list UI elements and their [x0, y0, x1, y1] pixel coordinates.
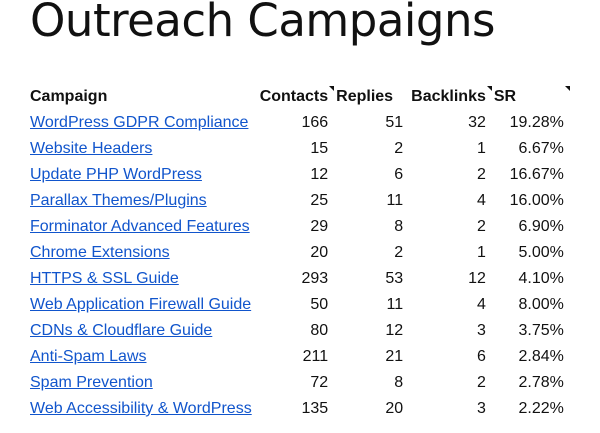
backlinks-cell: 12 — [468, 270, 486, 287]
campaign-link[interactable]: HTTPS & SSL Guide — [30, 270, 179, 287]
campaign-link[interactable]: CDNs & Cloudflare Guide — [30, 322, 213, 339]
campaign-cell: HTTPS & SSL Guide — [26, 266, 256, 292]
sr-cell: 16.67% — [509, 166, 564, 183]
backlinks-cell: 4 — [476, 192, 486, 209]
campaign-link[interactable]: Update PHP WordPress — [30, 166, 202, 183]
backlinks-cell: 4 — [476, 296, 486, 313]
sort-indicator-icon — [564, 86, 570, 91]
contacts-cell: 15 — [310, 140, 329, 157]
campaign-cell: Anti-Spam Laws — [26, 344, 256, 370]
table-row: WordPress GDPR Compliance 166 51 32 19.28% — [26, 110, 568, 136]
contacts-cell: 50 — [310, 296, 329, 313]
replies-cell: 8 — [394, 218, 404, 235]
contacts-cell: 29 — [310, 218, 329, 235]
campaign-cell: Spam Prevention — [26, 370, 256, 396]
backlinks-cell: 3 — [476, 322, 486, 339]
table-row: Forminator Advanced Features 29 8 2 6.90% — [26, 214, 568, 240]
header-backlinks[interactable]: Backlinks — [407, 84, 492, 110]
backlinks-cell: 32 — [468, 114, 486, 131]
contacts-cell: 12 — [310, 166, 329, 183]
table-row: Website Headers 15 2 1 6.67% — [26, 136, 568, 162]
replies-cell: 6 — [394, 166, 404, 183]
campaign-cell: Parallax Themes/Plugins — [26, 188, 256, 214]
backlinks-cell: 6 — [476, 348, 486, 365]
replies-cell: 2 — [394, 244, 404, 261]
header-replies: Replies — [336, 88, 394, 105]
campaign-cell: CDNs & Cloudflare Guide — [26, 318, 256, 344]
contacts-cell: 166 — [301, 114, 329, 131]
header-sr[interactable]: SR — [490, 84, 570, 110]
replies-cell: 53 — [385, 270, 404, 287]
sr-cell: 6.90% — [518, 218, 564, 235]
campaign-cell: Web Accessibility & WordPress — [26, 396, 256, 422]
table-header-row: Campaign Contacts Replies Backlinks SR — [26, 84, 570, 110]
campaign-cell: Website Headers — [26, 136, 256, 162]
contacts-cell: 135 — [301, 400, 329, 417]
backlinks-cell: 3 — [476, 400, 486, 417]
campaign-link[interactable]: Parallax Themes/Plugins — [30, 192, 207, 209]
sr-cell: 4.10% — [518, 270, 564, 287]
campaign-link[interactable]: Spam Prevention — [30, 374, 153, 391]
contacts-cell: 72 — [310, 374, 329, 391]
header-campaign: Campaign — [30, 88, 108, 105]
table-row: Anti-Spam Laws 211 21 6 2.84% — [26, 344, 568, 370]
sort-indicator-icon — [486, 86, 492, 91]
sr-cell: 19.28% — [509, 114, 564, 131]
sr-cell: 3.75% — [518, 322, 564, 339]
replies-cell: 8 — [394, 374, 404, 391]
campaign-cell: WordPress GDPR Compliance — [26, 110, 256, 136]
campaign-cell: Web Application Firewall Guide — [26, 292, 256, 318]
sort-indicator-icon — [329, 86, 335, 91]
table-row: Parallax Themes/Plugins 25 11 4 16.00% — [26, 188, 568, 214]
replies-cell: 12 — [385, 322, 404, 339]
contacts-cell: 25 — [310, 192, 329, 209]
campaign-link[interactable]: WordPress GDPR Compliance — [30, 114, 249, 131]
campaign-cell: Forminator Advanced Features — [26, 214, 256, 240]
campaign-link[interactable]: Web Accessibility & WordPress — [30, 400, 252, 417]
backlinks-cell: 1 — [476, 140, 486, 157]
replies-cell: 20 — [385, 400, 404, 417]
campaign-link[interactable]: Web Application Firewall Guide — [30, 296, 252, 313]
campaign-link[interactable]: Anti-Spam Laws — [30, 348, 147, 365]
backlinks-cell: 2 — [476, 218, 486, 235]
contacts-cell: 20 — [310, 244, 329, 261]
table-row: Update PHP WordPress 12 6 2 16.67% — [26, 162, 568, 188]
replies-cell: 11 — [386, 296, 404, 313]
contacts-cell: 80 — [310, 322, 329, 339]
backlinks-cell: 2 — [476, 374, 486, 391]
header-contacts[interactable]: Contacts — [256, 84, 335, 110]
sr-cell: 2.84% — [518, 348, 564, 365]
table-row: Web Accessibility & WordPress 135 20 3 2.22% — [26, 396, 568, 422]
replies-cell: 2 — [394, 140, 404, 157]
table-row: HTTPS & SSL Guide 293 53 12 4.10% — [26, 266, 568, 292]
replies-cell: 11 — [386, 192, 404, 209]
campaign-cell: Update PHP WordPress — [26, 162, 256, 188]
replies-cell: 51 — [385, 114, 404, 131]
table-row: CDNs & Cloudflare Guide 80 12 3 3.75% — [26, 318, 568, 344]
replies-cell: 21 — [385, 348, 404, 365]
sr-cell: 8.00% — [518, 296, 564, 313]
page-title: Outreach Campaigns — [30, 0, 495, 47]
backlinks-cell: 2 — [476, 166, 486, 183]
contacts-cell: 293 — [301, 270, 329, 287]
campaign-link[interactable]: Website Headers — [30, 140, 153, 157]
contacts-cell: 211 — [302, 348, 329, 365]
sr-cell: 6.67% — [518, 140, 564, 157]
campaign-link[interactable]: Chrome Extensions — [30, 244, 170, 261]
table-row: Spam Prevention 72 8 2 2.78% — [26, 370, 568, 396]
table-row: Chrome Extensions 20 2 1 5.00% — [26, 240, 568, 266]
campaign-cell: Chrome Extensions — [26, 240, 256, 266]
sr-cell: 2.22% — [518, 400, 564, 417]
sr-cell: 5.00% — [518, 244, 564, 261]
backlinks-cell: 1 — [476, 244, 486, 261]
campaigns-table: Campaign Contacts Replies Backlinks SR W… — [26, 84, 570, 422]
sr-cell: 2.78% — [518, 374, 564, 391]
table-row: Web Application Firewall Guide 50 11 4 8.00% — [26, 292, 568, 318]
sr-cell: 16.00% — [509, 192, 564, 209]
campaign-link[interactable]: Forminator Advanced Features — [30, 218, 250, 235]
